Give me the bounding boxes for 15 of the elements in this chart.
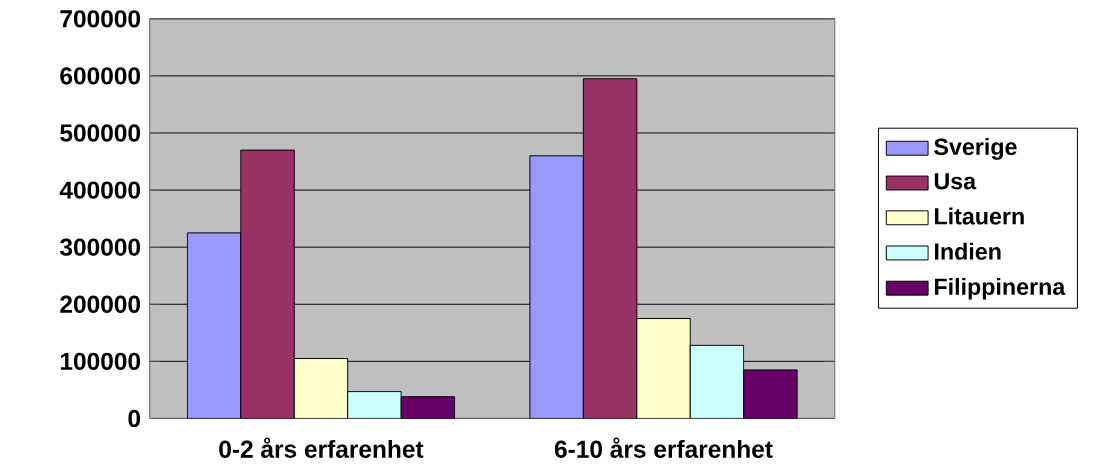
y-tick-label: 100000 xyxy=(60,352,141,370)
legend-label: Usa xyxy=(934,173,977,190)
legend-label: Litauern xyxy=(935,207,1024,225)
x-tick-label: 0-2 års erfarenhet xyxy=(219,437,424,458)
legend-label: Sverige xyxy=(934,137,1017,160)
legend-label: Indien xyxy=(935,242,1001,260)
y-tick-label: 700000 xyxy=(60,10,141,28)
y-tick-label: 300000 xyxy=(59,238,141,256)
y-tick-label: 500000 xyxy=(60,124,141,142)
x-tick-label: 6-10 års erfarenhet xyxy=(554,437,773,458)
y-tick-label: 200000 xyxy=(60,295,141,313)
y-tick-label: 400000 xyxy=(59,181,141,199)
legend-label: Filippinerna xyxy=(935,277,1066,300)
y-tick-label: 600000 xyxy=(60,67,141,85)
y-tick-label: 0 xyxy=(128,409,141,428)
